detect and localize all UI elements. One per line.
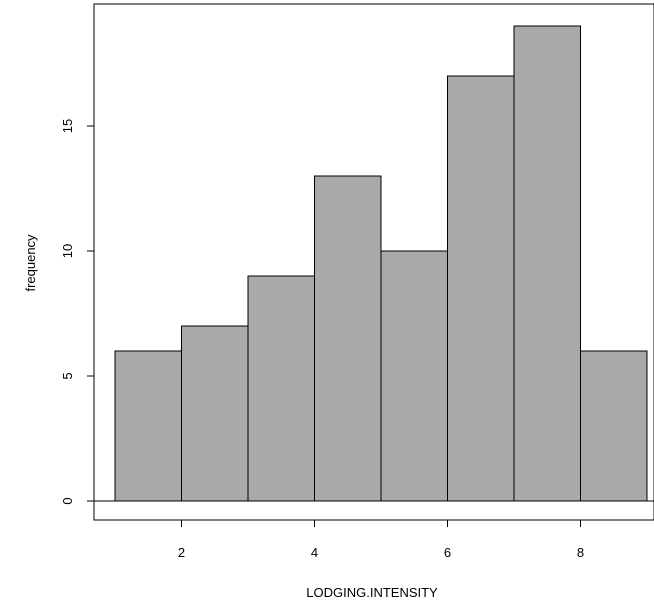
x-tick-label-2: 2 bbox=[178, 545, 185, 560]
x-axis: 2 4 6 8 bbox=[178, 520, 584, 560]
histogram-bar-1 bbox=[114, 350, 182, 502]
x-axis-title: LODGING.INTENSITY bbox=[306, 585, 438, 600]
histogram-bar-3 bbox=[247, 275, 315, 502]
y-tick-label-5: 5 bbox=[60, 372, 75, 379]
bars-group bbox=[114, 25, 648, 502]
y-tick-label-15: 15 bbox=[60, 119, 75, 133]
x-tick-label-8: 8 bbox=[577, 545, 584, 560]
histogram-bar-2 bbox=[181, 325, 249, 502]
histogram-bar-4 bbox=[314, 175, 382, 502]
plot-frame bbox=[93, 3, 654, 521]
histogram-bar-8 bbox=[580, 350, 648, 502]
histogram-bar-7 bbox=[513, 25, 581, 502]
y-axis-title: frequency bbox=[23, 234, 38, 292]
histogram-bar-6 bbox=[447, 75, 515, 502]
y-tick-label-0: 0 bbox=[60, 497, 75, 504]
x-tick-label-6: 6 bbox=[444, 545, 451, 560]
x-tick-label-4: 4 bbox=[311, 545, 318, 560]
y-tick-label-10: 10 bbox=[60, 244, 75, 258]
y-axis: 0 5 10 15 bbox=[60, 119, 94, 505]
histogram-bar-5 bbox=[380, 250, 448, 502]
